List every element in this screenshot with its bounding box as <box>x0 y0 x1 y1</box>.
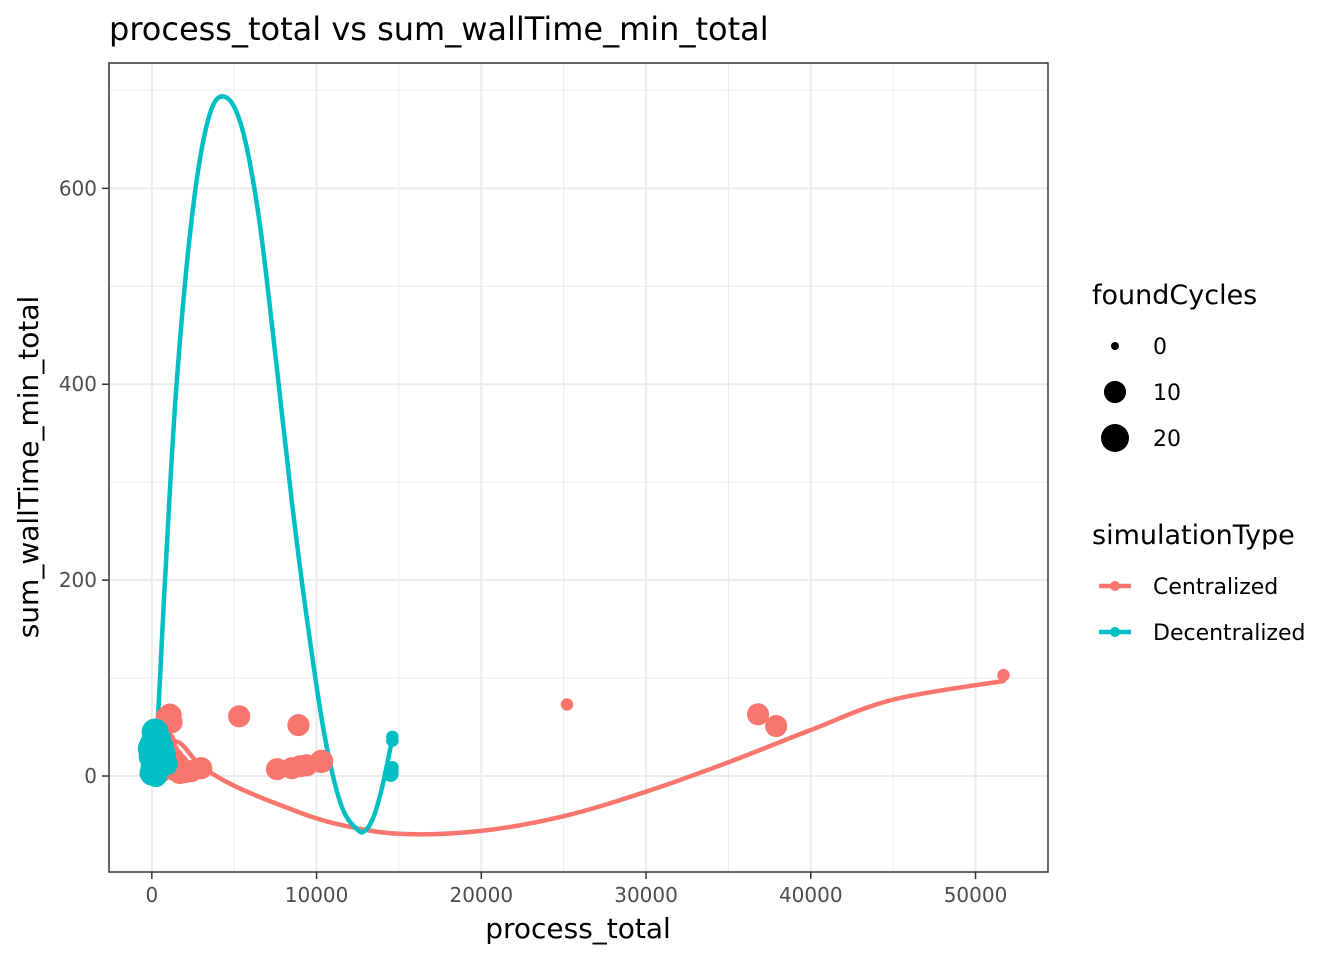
x-tick-label: 10000 <box>285 883 349 907</box>
panel-border <box>108 62 1049 873</box>
point-decentralized <box>382 766 399 782</box>
size-legend-items: 0 10 20 <box>1101 335 1181 452</box>
color-legend-point <box>1110 581 1120 591</box>
panel-background <box>109 63 1048 872</box>
size-legend-key <box>1101 424 1129 452</box>
axes: 0 10000 20000 30000 40000 50000 0 200 400 600 <box>59 176 1008 907</box>
x-tick-label: 20000 <box>449 883 513 907</box>
size-legend-label: 10 <box>1153 381 1181 406</box>
size-legend-label: 20 <box>1153 427 1181 452</box>
point-centralized <box>287 714 310 737</box>
x-axis-title: process_total <box>485 912 671 945</box>
smooth-lines <box>149 94 1006 837</box>
y-tick-label: 600 <box>59 176 97 200</box>
size-legend-key <box>1103 380 1127 404</box>
point-centralized <box>765 714 788 738</box>
point-decentralized <box>144 764 168 788</box>
size-legend-label: 0 <box>1153 335 1167 360</box>
color-legend-point <box>1110 627 1120 637</box>
y-tick-label: 200 <box>59 568 97 592</box>
smooth-line-decentralized <box>149 94 393 835</box>
color-legend-label: Decentralized <box>1153 621 1305 646</box>
size-legend-title: foundCycles <box>1092 280 1257 311</box>
data-points <box>137 668 1010 788</box>
y-tick-label: 400 <box>59 372 97 396</box>
x-tick-label: 0 <box>145 883 158 907</box>
point-decentralized <box>386 734 399 747</box>
x-tick-label: 30000 <box>614 883 678 907</box>
size-legend: foundCycles 0 10 20 <box>1092 280 1257 452</box>
plot-panel <box>108 62 1049 873</box>
point-centralized <box>265 758 289 781</box>
point-centralized <box>560 698 574 711</box>
point-centralized <box>746 703 770 726</box>
y-axis-title: sum_wallTime_min_total <box>12 296 45 639</box>
color-legend-items: Centralized Decentralized <box>1099 575 1305 646</box>
color-legend-title: simulationType <box>1092 520 1295 551</box>
color-legend-label: Centralized <box>1153 575 1278 600</box>
x-tick-label: 50000 <box>944 883 1008 907</box>
smooth-line-centralized <box>149 678 1006 837</box>
grid-layer <box>109 63 1048 872</box>
x-tick-label: 40000 <box>779 883 843 907</box>
color-legend: simulationType Centralized Decentralized <box>1092 520 1305 646</box>
point-centralized <box>997 668 1010 682</box>
point-centralized <box>228 705 251 728</box>
y-tick-label: 0 <box>84 764 97 788</box>
chart-title: process_total vs sum_wallTime_min_total <box>109 10 769 48</box>
size-legend-key <box>1111 342 1119 350</box>
